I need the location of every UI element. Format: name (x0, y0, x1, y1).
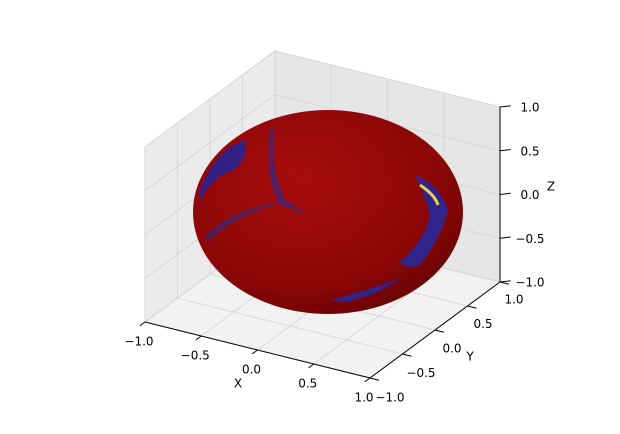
axes: −1.0−0.50.00.51.0 −1.0−0.50.00.51.0−1.0−0… (124, 101, 544, 405)
grid-line (144, 50, 276, 148)
y-tick-label: 0.0 (442, 342, 461, 356)
patch (330, 278, 400, 302)
z-tick-label: −0.5 (515, 232, 544, 246)
z-tick (499, 280, 511, 283)
y-tick (402, 353, 412, 357)
grid-line (274, 50, 501, 108)
patch (268, 130, 310, 218)
y-tick (434, 329, 445, 333)
y-tick-label: 1.0 (504, 293, 523, 307)
grid-line (144, 94, 276, 192)
y-tick (467, 305, 477, 309)
y-tick-label: −1.0 (375, 391, 404, 405)
x-tick (252, 349, 258, 355)
z-tick-label: −1.0 (515, 276, 544, 290)
z-tick (499, 149, 511, 152)
y-tick (499, 281, 510, 285)
z-tick-label: 0.5 (520, 144, 539, 158)
y-axis-label: Y (465, 350, 474, 364)
x-tick-label: −1.0 (124, 335, 153, 349)
x-tick-label: 1.0 (354, 391, 373, 405)
x-tick-label: 0.5 (298, 377, 317, 391)
y-tick-label: 0.5 (473, 317, 492, 331)
x-tick (195, 335, 202, 341)
x-tick (139, 321, 146, 327)
sphere (193, 110, 463, 314)
z-axis-label: Z (547, 180, 555, 194)
grid-line (177, 297, 403, 355)
surface (193, 110, 463, 314)
y-tick-label: −0.5 (406, 366, 435, 380)
z-tick-label: 1.0 (520, 101, 539, 115)
x-axis-label: X (234, 377, 242, 391)
y-tick (369, 377, 380, 381)
patch (200, 140, 246, 200)
x-tick-label: 0.0 (242, 363, 261, 377)
x-tick (364, 377, 371, 383)
z-tick (499, 192, 511, 195)
x-tick-label: −0.5 (181, 349, 210, 363)
z-tick-label: 0.0 (520, 188, 539, 202)
patch (419, 183, 440, 206)
z-tick (499, 105, 511, 108)
z-tick (499, 236, 511, 239)
x-tick (308, 363, 315, 369)
